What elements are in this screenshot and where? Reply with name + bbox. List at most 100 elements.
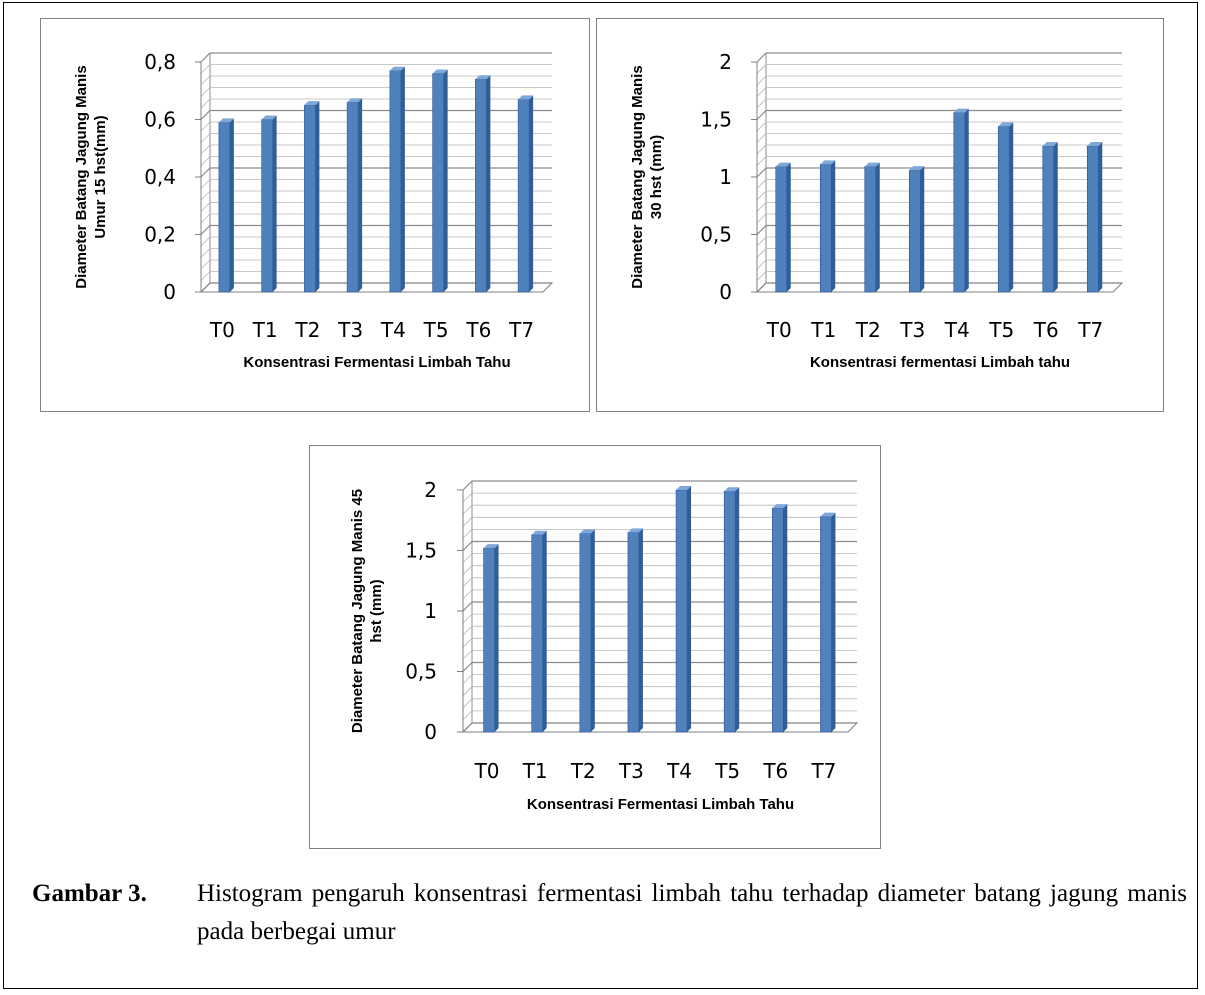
chart-floor [755,282,1124,293]
bar-t0 [483,544,499,733]
x-category-label: T1 [522,759,548,783]
bar-top [432,69,448,74]
x-category-label: T6 [1033,318,1059,342]
minor-gridline [462,516,857,527]
bar-front [908,169,921,293]
minor-gridline [200,271,552,281]
bar-t7 [820,512,836,733]
chart-30-hst-svg: 0 0,5 1 1,5 2 T0 T1 T2 T3 T4 T5 T6 T7 Konsentrasi fer… [629,50,1124,371]
chart-floor [199,282,554,293]
bar-side [783,504,788,732]
bar-front [953,112,966,293]
bar-front [579,533,592,733]
x-category-label: T2 [570,759,596,783]
bar-t6 [772,504,788,733]
minor-gridline [756,156,1122,166]
bar-t7 [1086,141,1103,293]
minor-gridline [462,529,857,539]
y-tick-label: 1 [424,599,437,623]
bar-t6 [475,75,491,293]
chart-floor [461,722,859,733]
minor-gridline [462,553,857,563]
minor-gridline [756,248,1122,258]
y-axis-title-line: Diameter Batang Jagung Manis [73,65,90,288]
minor-gridline [462,698,857,709]
bar-t5 [723,487,740,733]
minor-gridline [756,144,1122,155]
bar-side [920,166,925,292]
minor-gridline [462,492,857,503]
minor-gridline [756,271,1122,281]
major-gridline [462,540,857,551]
x-axis-title: Konsentrasi fermentasi Limbah tahu [810,354,1070,371]
minor-gridline [200,87,552,97]
bar-t1 [531,530,547,733]
bar-side [831,160,836,292]
bar-top [475,75,491,80]
y-tick-label: 0,5 [700,223,732,247]
chart-45-hst: 0 0,5 1 1,5 2 T0 T1 T2 T3 T4 T5 T6 T7 Konsentrasi Fer… [309,445,881,849]
bar-side [315,101,320,292]
bar-top [1087,141,1103,146]
bar-side [1098,141,1103,292]
x-axis-title: Konsentrasi Fermentasi Limbah Tahu [243,354,510,371]
minor-gridline [756,133,1122,143]
minor-gridline [200,248,552,258]
bar-side [831,512,836,732]
bar-t2 [579,529,595,733]
x-category-label: T6 [762,759,788,783]
bar-front [261,119,273,293]
bar-top [483,544,499,549]
bar-side [1009,122,1014,293]
bar-top [627,528,643,533]
minor-gridline [756,179,1122,189]
minor-gridline [200,179,552,189]
bar-side [687,486,692,732]
bar-side [735,487,740,732]
y-tick-label: 0,8 [144,50,176,74]
bar-t0 [218,118,234,293]
bar-t6 [1042,141,1058,293]
bar-t3 [627,528,643,733]
minor-gridline [200,75,552,86]
bar-top [820,512,836,517]
bar-side [529,95,534,292]
x-category-label: T2 [294,318,320,342]
bar-t1 [261,115,277,293]
bar-t3 [346,98,363,293]
bar-front [517,99,530,293]
y-axis-title: Diameter Batang Jagung Manis 45 hst (mm) [349,489,385,733]
minor-gridline [200,156,552,166]
minor-gridline [200,190,552,201]
y-tick-label: 0 [163,280,176,304]
minor-gridline [462,686,857,696]
bar-side [875,162,880,292]
minor-gridline [200,133,552,143]
y-axis-title-line: hst (mm) [368,579,385,642]
plot-area [195,52,554,293]
major-gridline [200,109,552,120]
y-tick-label: 0,6 [144,108,176,132]
x-category-label: T7 [508,318,534,342]
bar-t3 [908,166,925,293]
minor-gridline [462,649,857,660]
bar-t4 [953,108,969,293]
major-gridline [756,167,1122,178]
bar-t5 [432,69,448,293]
major-gridline [462,661,857,672]
minor-gridline [756,121,1122,132]
x-category-label: T1 [252,318,278,342]
x-category-label: T7 [810,759,836,783]
bar-side [272,115,277,292]
bar-side [486,75,491,292]
bar-front [483,547,495,733]
minor-gridline [756,190,1122,201]
caption-label: Gambar 3. [32,880,147,907]
x-category-label: T6 [465,318,491,342]
y-axis-title: Diameter Batang Jagung Manis Umur 15 hst(… [73,65,109,288]
bar-front [864,166,877,293]
bar-front [997,126,1010,293]
bar-top [304,101,320,106]
chart-45-hst-svg: 0 0,5 1 1,5 2 T0 T1 T2 T3 T4 T5 T6 T7 Konsentrasi Fer… [349,478,859,813]
minor-gridline [200,144,552,155]
